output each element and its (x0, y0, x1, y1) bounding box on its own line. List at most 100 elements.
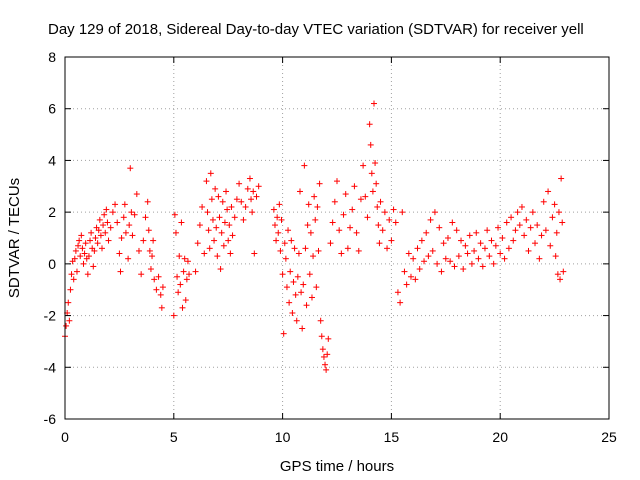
data-point (294, 273, 301, 280)
data-point (376, 240, 383, 247)
data-point (497, 250, 504, 257)
data-point (278, 216, 285, 223)
data-point (388, 237, 395, 244)
data-point (310, 253, 317, 260)
data-point (390, 206, 397, 213)
data-point (151, 276, 158, 283)
data-point (300, 281, 307, 288)
data-point (298, 289, 305, 296)
data-point (536, 255, 543, 262)
data-point (201, 250, 208, 257)
data-point (196, 222, 203, 229)
data-point (186, 271, 193, 278)
data-point (559, 219, 566, 226)
data-point (253, 193, 260, 200)
data-point (518, 203, 525, 210)
y-tick-label: 6 (48, 101, 56, 117)
data-point (121, 201, 128, 208)
data-point (213, 224, 220, 231)
data-point (216, 214, 223, 221)
data-point (458, 237, 465, 244)
data-point (488, 237, 495, 244)
data-point (449, 219, 456, 226)
data-point (100, 222, 107, 229)
data-point (91, 247, 98, 254)
data-point (307, 229, 314, 236)
data-point (275, 229, 282, 236)
data-point (282, 255, 289, 262)
data-point (477, 240, 484, 247)
data-point (329, 219, 336, 226)
data-point (125, 255, 132, 262)
data-point (410, 255, 417, 262)
data-point (228, 203, 235, 210)
data-point (412, 276, 419, 283)
data-point (159, 284, 166, 291)
data-point (103, 206, 110, 213)
y-axis-label: SDTVAR / TECUs (6, 178, 23, 298)
data-point (399, 209, 406, 216)
data-point (117, 268, 124, 275)
data-point (318, 333, 325, 340)
data-point (109, 209, 116, 216)
data-point (397, 299, 404, 306)
data-point (95, 227, 102, 234)
data-point (68, 271, 75, 278)
data-point (271, 222, 278, 229)
x-axis-label: GPS time / hours (280, 458, 394, 475)
data-point (274, 214, 281, 221)
data-point (377, 198, 384, 205)
data-point (105, 237, 112, 244)
data-point (512, 227, 519, 234)
data-point (434, 260, 441, 267)
data-point (246, 175, 253, 182)
x-tick-label: 25 (601, 429, 617, 445)
data-point (63, 322, 70, 329)
data-point (394, 289, 401, 296)
data-point (481, 245, 488, 252)
data-point (374, 203, 381, 210)
data-point (475, 255, 482, 262)
data-point (425, 253, 432, 260)
data-point (97, 232, 104, 239)
data-point (98, 245, 105, 252)
data-point (347, 224, 354, 231)
data-point (392, 219, 399, 226)
data-point (212, 185, 219, 192)
data-point (85, 253, 92, 260)
data-point (215, 193, 222, 200)
data-point (386, 216, 393, 223)
data-point (107, 224, 114, 231)
data-point (285, 227, 292, 234)
data-point (375, 222, 382, 229)
data-point (158, 304, 165, 311)
data-point (192, 268, 199, 275)
data-point (145, 227, 152, 234)
data-point (340, 211, 347, 218)
data-point (153, 286, 160, 293)
data-point (314, 203, 321, 210)
y-tick-label: 0 (48, 256, 56, 272)
data-point (144, 198, 151, 205)
data-point (65, 299, 72, 306)
data-point (336, 227, 343, 234)
data-point (180, 268, 187, 275)
axis-ticks: 0 5 10 15 20 25 -6 -4 -2 0 2 4 6 8 (44, 49, 617, 445)
data-point (176, 253, 183, 260)
data-point (194, 240, 201, 247)
data-points (62, 100, 567, 373)
data-point (312, 216, 319, 223)
data-point (94, 240, 101, 247)
data-point (67, 286, 74, 293)
data-point (554, 271, 561, 278)
data-point (209, 216, 216, 223)
data-point (324, 351, 331, 358)
data-point (126, 222, 133, 229)
data-point (357, 196, 364, 203)
data-point (542, 227, 549, 234)
data-point (135, 247, 142, 254)
data-point (355, 247, 362, 254)
data-point (208, 196, 215, 203)
y-tick-label: -4 (44, 359, 57, 375)
